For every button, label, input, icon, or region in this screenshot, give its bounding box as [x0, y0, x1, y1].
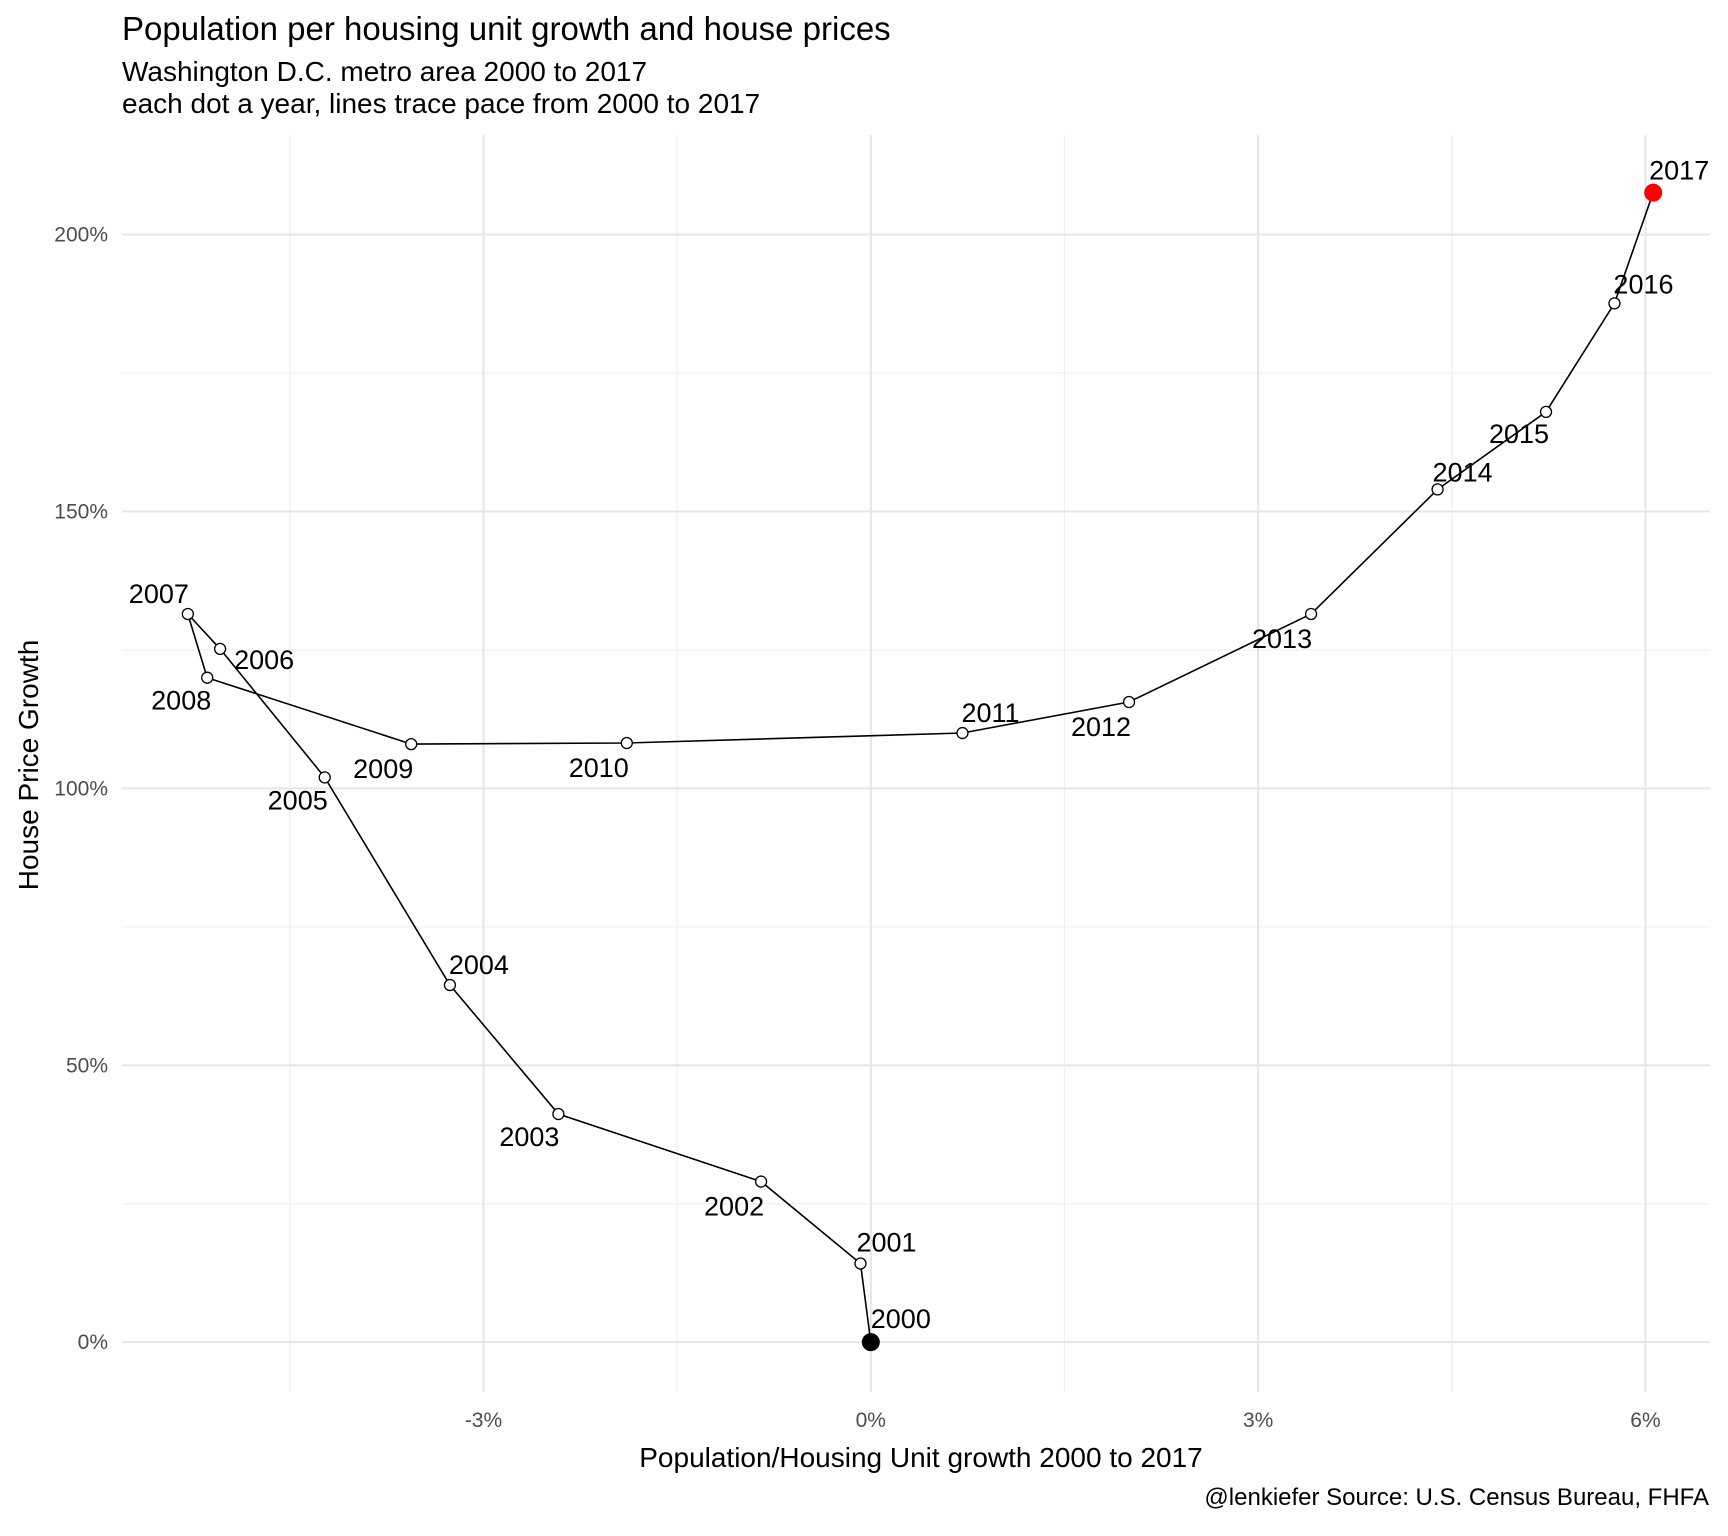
- year-label: 2002: [704, 1192, 764, 1222]
- chart-subtitle: Washington D.C. metro area 2000 to 2017 …: [122, 56, 760, 120]
- trace-line: [187, 192, 1654, 1343]
- subtitle-line-1: Washington D.C. metro area 2000 to 2017: [122, 56, 648, 87]
- year-label: 2000: [871, 1304, 931, 1334]
- year-label: 2001: [856, 1228, 916, 1258]
- y-tick-label: 0%: [78, 1331, 108, 1354]
- y-tick-label: 50%: [66, 1054, 108, 1077]
- subtitle-line-2: each dot a year, lines trace pace from 2…: [122, 88, 761, 119]
- year-label: 2015: [1489, 419, 1549, 449]
- y-tick-label: 150%: [54, 501, 108, 524]
- data-point: [552, 1107, 565, 1121]
- y-axis-tick-labels: 0% 50% 100% 150% 200%: [54, 224, 108, 1354]
- data-point: [405, 737, 418, 751]
- year-label: 2011: [961, 698, 1019, 728]
- x-axis-title: Population/Housing Unit growth 2000 to 2…: [639, 1442, 1203, 1473]
- year-labels: 2000 2001 2002 2003 2004 2005 2006 2007 2008 2009…: [129, 156, 1709, 1335]
- data-points: [181, 183, 1663, 1352]
- y-tick-label: 100%: [54, 777, 108, 800]
- x-axis-tick-labels: -3% 0% 3% 6%: [465, 1409, 1661, 1432]
- x-tick-label: -3%: [465, 1409, 502, 1432]
- data-point: [861, 1333, 880, 1352]
- data-point: [181, 607, 194, 621]
- y-axis-title: House Price Growth: [13, 640, 44, 891]
- data-point: [1304, 607, 1318, 621]
- chart-caption: @lenkiefer Source: U.S. Census Bureau, F…: [1204, 1484, 1709, 1511]
- year-label: 2013: [1252, 624, 1312, 654]
- year-label: 2014: [1433, 457, 1493, 487]
- data-point: [1122, 695, 1136, 709]
- year-label: 2010: [569, 753, 629, 783]
- data-point: [1539, 405, 1553, 419]
- data-point: [620, 736, 633, 750]
- x-tick-label: 3%: [1243, 1409, 1273, 1432]
- year-label: 2005: [268, 785, 328, 815]
- data-point: [854, 1257, 867, 1270]
- y-tick-label: 200%: [54, 224, 108, 247]
- data-point: [1431, 483, 1444, 496]
- data-point: [754, 1175, 768, 1188]
- x-tick-label: 6%: [1630, 1409, 1660, 1432]
- x-tick-label: 0%: [856, 1409, 886, 1432]
- year-label: 2016: [1613, 269, 1673, 299]
- year-label: 2006: [234, 645, 294, 675]
- data-point: [1608, 297, 1621, 310]
- data-point: [1644, 183, 1663, 202]
- year-label: 2008: [151, 686, 211, 716]
- data-point: [443, 978, 457, 992]
- chart-title: Population per housing unit growth and h…: [122, 10, 891, 47]
- year-label: 2017: [1649, 156, 1709, 186]
- data-point: [318, 771, 331, 784]
- year-label: 2003: [499, 1122, 559, 1152]
- year-label: 2012: [1071, 712, 1131, 742]
- year-label: 2007: [129, 579, 189, 609]
- data-point: [213, 642, 227, 656]
- year-label: 2004: [449, 950, 509, 980]
- data-point: [956, 726, 969, 740]
- major-gridlines: [122, 135, 1710, 1392]
- data-point: [201, 671, 214, 684]
- year-label: 2009: [353, 754, 413, 784]
- minor-gridlines: [122, 135, 1710, 1392]
